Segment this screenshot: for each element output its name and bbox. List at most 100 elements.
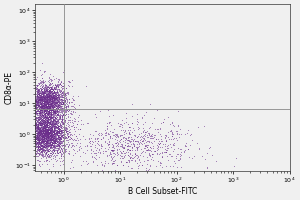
Point <box>40 111 45 114</box>
Point <box>34 105 39 108</box>
Point <box>51 122 56 125</box>
Point <box>41 107 46 110</box>
Point <box>53 109 58 112</box>
Point <box>46 131 51 134</box>
Point <box>48 102 53 106</box>
Point <box>46 153 50 156</box>
Point <box>35 94 40 97</box>
Point <box>58 90 63 93</box>
Point <box>28 93 33 96</box>
Point <box>54 98 59 102</box>
Point <box>50 127 55 130</box>
Point <box>47 148 52 151</box>
Point <box>33 109 38 113</box>
Point <box>50 108 55 111</box>
Point <box>53 122 58 125</box>
Point <box>40 110 45 113</box>
Point <box>30 102 35 106</box>
Point <box>53 91 58 94</box>
Point <box>45 119 50 122</box>
Point <box>43 126 48 130</box>
Point <box>123 136 128 139</box>
Point <box>111 113 116 116</box>
Point <box>36 126 40 129</box>
Point <box>46 128 51 131</box>
Point <box>45 113 50 116</box>
Point <box>57 101 62 104</box>
Point <box>45 119 50 122</box>
Point <box>56 97 61 100</box>
Point <box>39 125 44 128</box>
Point <box>44 93 49 96</box>
Point <box>38 102 43 106</box>
Point <box>25 152 29 155</box>
Point <box>33 98 38 102</box>
Point <box>56 125 61 128</box>
Point <box>106 122 111 125</box>
Point <box>39 118 44 121</box>
Point <box>46 120 51 123</box>
Point <box>35 139 40 142</box>
Point <box>31 91 35 94</box>
Point <box>47 109 52 112</box>
Point <box>42 140 47 143</box>
Point <box>41 101 46 104</box>
Point <box>46 128 50 131</box>
Point <box>48 113 52 116</box>
Point <box>50 108 54 111</box>
Point <box>55 85 60 88</box>
Point <box>53 138 58 142</box>
Point <box>26 135 31 138</box>
Point <box>32 106 36 109</box>
Point <box>49 101 54 104</box>
Point <box>37 135 42 138</box>
Point <box>44 107 49 110</box>
Point <box>54 134 59 137</box>
Point <box>33 149 38 153</box>
Point <box>48 135 53 138</box>
Point <box>45 131 50 134</box>
Point <box>40 122 45 125</box>
Point <box>129 130 134 133</box>
Point <box>28 149 33 152</box>
Point <box>40 128 45 131</box>
Point <box>55 77 60 80</box>
Point <box>29 129 34 132</box>
Point <box>38 129 43 132</box>
Point <box>40 92 45 95</box>
Point <box>52 130 57 133</box>
Point <box>32 138 37 141</box>
Point <box>52 109 56 113</box>
Point <box>39 97 44 100</box>
Point <box>44 131 49 134</box>
Point <box>43 137 48 140</box>
Point <box>159 162 164 165</box>
Point <box>44 111 48 114</box>
Point <box>33 104 38 107</box>
Point <box>115 144 120 147</box>
Point <box>51 106 56 110</box>
Point <box>50 105 54 108</box>
Point <box>51 89 56 92</box>
Point <box>62 144 67 147</box>
Point <box>64 127 69 131</box>
Point <box>48 149 53 152</box>
Point <box>35 155 40 158</box>
Point <box>52 147 56 150</box>
Point <box>45 97 50 100</box>
Point <box>37 130 41 133</box>
Point <box>44 133 49 136</box>
Point <box>46 99 51 102</box>
Point <box>54 122 59 125</box>
Point <box>34 141 39 145</box>
Point <box>123 140 128 143</box>
Point <box>46 135 50 138</box>
Point <box>40 114 45 117</box>
Point <box>85 145 89 148</box>
Point <box>61 87 66 90</box>
Point <box>49 104 54 107</box>
Point <box>38 126 42 129</box>
Point <box>40 77 44 80</box>
Point <box>52 185 57 188</box>
Point <box>50 82 55 85</box>
